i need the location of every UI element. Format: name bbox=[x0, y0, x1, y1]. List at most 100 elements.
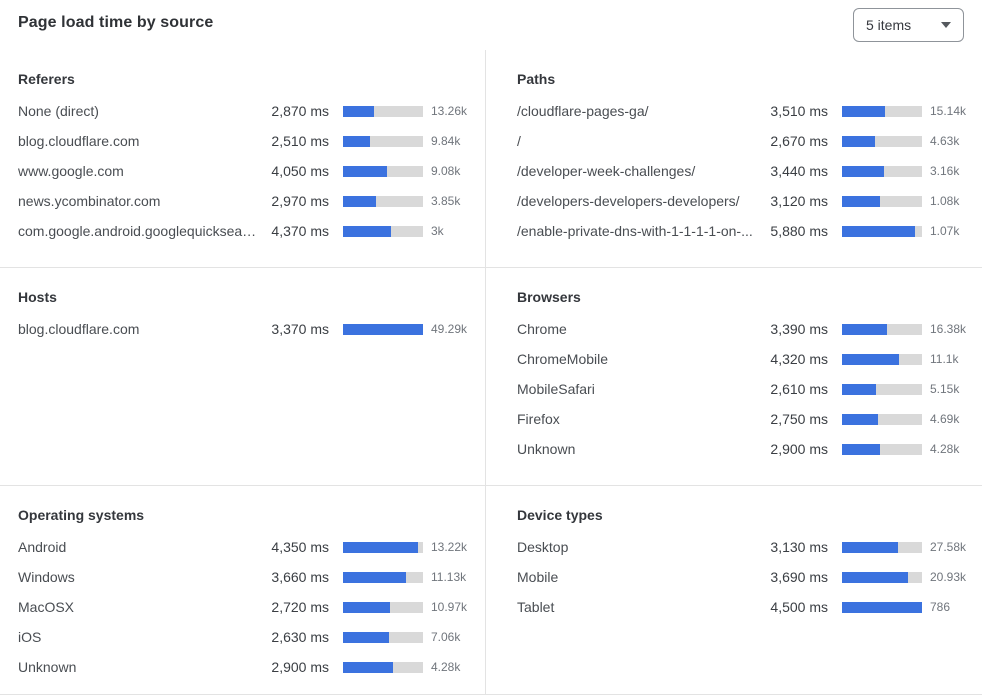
table-row: Android 4,350 ms 13.22k bbox=[18, 532, 477, 562]
bar-track bbox=[343, 601, 423, 613]
bar-track bbox=[842, 443, 922, 455]
bar-fill bbox=[842, 225, 915, 237]
row-label: blog.cloudflare.com bbox=[18, 133, 140, 149]
bar-track bbox=[842, 225, 922, 237]
row-label: Firefox bbox=[517, 411, 560, 427]
bar-track bbox=[343, 541, 423, 553]
bar-track bbox=[842, 105, 922, 117]
row-count: 5.15k bbox=[930, 382, 960, 396]
row-label: ChromeMobile bbox=[517, 351, 609, 367]
device-types-rows: Desktop 3,130 ms 27.58k Mobile 3,690 ms … bbox=[517, 532, 976, 622]
row-label: blog.cloudflare.com bbox=[18, 321, 140, 337]
row-time: 2,510 ms bbox=[271, 133, 329, 149]
panel-title-device-types: Device types bbox=[517, 507, 603, 523]
row-label: MacOSX bbox=[18, 599, 75, 615]
row-count: 9.08k bbox=[431, 164, 461, 178]
row-label: / bbox=[517, 133, 521, 149]
row-count: 11.13k bbox=[431, 570, 467, 584]
bar-fill bbox=[343, 105, 375, 117]
table-row: com.google.android.googlequicksearc... 4… bbox=[18, 216, 477, 246]
panel-device-types: Device types Desktop 3,130 ms 27.58k Mob… bbox=[486, 486, 982, 694]
table-row: /cloudflare-pages-ga/ 3,510 ms 15.14k bbox=[517, 96, 976, 126]
row-label: /enable-private-dns-with-1-1-1-1-on-... bbox=[517, 223, 753, 239]
row-count: 4.28k bbox=[930, 442, 960, 456]
row-time: 3,440 ms bbox=[770, 163, 828, 179]
row-time: 3,370 ms bbox=[271, 321, 329, 337]
row-time: 2,970 ms bbox=[271, 193, 329, 209]
panel-title-referers: Referers bbox=[18, 71, 75, 87]
row-label: /cloudflare-pages-ga/ bbox=[517, 103, 649, 119]
row-time: 2,670 ms bbox=[770, 133, 828, 149]
bar-track bbox=[842, 323, 922, 335]
bar-fill bbox=[842, 105, 886, 117]
row-time: 2,900 ms bbox=[770, 441, 828, 457]
table-row: /enable-private-dns-with-1-1-1-1-on-... … bbox=[517, 216, 976, 246]
caret-down-icon bbox=[941, 22, 951, 28]
row-count: 49.29k bbox=[431, 322, 468, 336]
bar-track bbox=[842, 541, 922, 553]
table-row: / 2,670 ms 4.63k bbox=[517, 126, 976, 156]
row-time: 4,370 ms bbox=[271, 223, 329, 239]
bar-fill bbox=[343, 541, 419, 553]
table-row: blog.cloudflare.com 3,370 ms 49.29k bbox=[18, 314, 477, 344]
table-row: ChromeMobile 4,320 ms 11.1k bbox=[517, 344, 976, 374]
row-time: 3,130 ms bbox=[770, 539, 828, 555]
row-time: 3,390 ms bbox=[770, 321, 828, 337]
bar-track bbox=[343, 135, 423, 147]
row-time: 2,870 ms bbox=[271, 103, 329, 119]
row-label: Desktop bbox=[517, 539, 569, 555]
bar-fill bbox=[343, 601, 391, 613]
row-count: 4.69k bbox=[930, 412, 960, 426]
panel-title-paths: Paths bbox=[517, 71, 556, 87]
bar-track bbox=[842, 601, 922, 613]
row-label: Chrome bbox=[517, 321, 567, 337]
row-count: 9.84k bbox=[431, 134, 461, 148]
row-count: 10.97k bbox=[431, 600, 468, 614]
row-count: 7.06k bbox=[431, 630, 461, 644]
bar-fill bbox=[842, 323, 887, 335]
bar-track bbox=[343, 225, 423, 237]
row-label: /developer-week-challenges/ bbox=[517, 163, 696, 179]
panel-title-hosts: Hosts bbox=[18, 289, 57, 305]
bar-track bbox=[343, 323, 423, 335]
table-row: None (direct) 2,870 ms 13.26k bbox=[18, 96, 477, 126]
table-row: Desktop 3,130 ms 27.58k bbox=[517, 532, 976, 562]
row-count: 13.22k bbox=[431, 540, 468, 554]
row-time: 4,050 ms bbox=[271, 163, 329, 179]
table-row: /developers-developers-developers/ 3,120… bbox=[517, 186, 976, 216]
table-row: MacOSX 2,720 ms 10.97k bbox=[18, 592, 477, 622]
row-label: iOS bbox=[18, 629, 42, 645]
table-row: news.ycombinator.com 2,970 ms 3.85k bbox=[18, 186, 477, 216]
bar-fill bbox=[842, 601, 922, 613]
bar-track bbox=[343, 165, 423, 177]
bar-fill bbox=[343, 195, 376, 207]
widget-header: Page load time by source 5 items bbox=[0, 0, 982, 50]
bar-track bbox=[343, 571, 423, 583]
panel-referers: Referers None (direct) 2,870 ms 13.26k b… bbox=[0, 50, 486, 268]
row-time: 3,120 ms bbox=[770, 193, 828, 209]
row-time: 4,500 ms bbox=[770, 599, 828, 615]
paths-rows: /cloudflare-pages-ga/ 3,510 ms 15.14k / … bbox=[517, 96, 976, 246]
row-count: 3k bbox=[431, 224, 444, 238]
row-time: 3,510 ms bbox=[770, 103, 828, 119]
row-label: www.google.com bbox=[18, 163, 124, 179]
row-count: 4.63k bbox=[930, 134, 960, 148]
row-time: 5,880 ms bbox=[770, 223, 828, 239]
bar-fill bbox=[842, 413, 878, 425]
bar-fill bbox=[842, 443, 881, 455]
row-count: 1.07k bbox=[930, 224, 960, 238]
row-count: 3.16k bbox=[930, 164, 960, 178]
items-count-dropdown[interactable]: 5 items bbox=[853, 8, 964, 42]
row-time: 4,350 ms bbox=[271, 539, 329, 555]
bar-track bbox=[343, 195, 423, 207]
table-row: /developer-week-challenges/ 3,440 ms 3.1… bbox=[517, 156, 976, 186]
operating-systems-rows: Android 4,350 ms 13.22k Windows 3,660 ms… bbox=[18, 532, 477, 682]
bar-fill bbox=[842, 383, 877, 395]
bar-fill bbox=[842, 353, 899, 365]
referers-rows: None (direct) 2,870 ms 13.26k blog.cloud… bbox=[18, 96, 477, 246]
panel-title-browsers: Browsers bbox=[517, 289, 581, 305]
bar-fill bbox=[343, 661, 394, 673]
row-count: 11.1k bbox=[930, 352, 959, 366]
row-time: 2,720 ms bbox=[271, 599, 329, 615]
